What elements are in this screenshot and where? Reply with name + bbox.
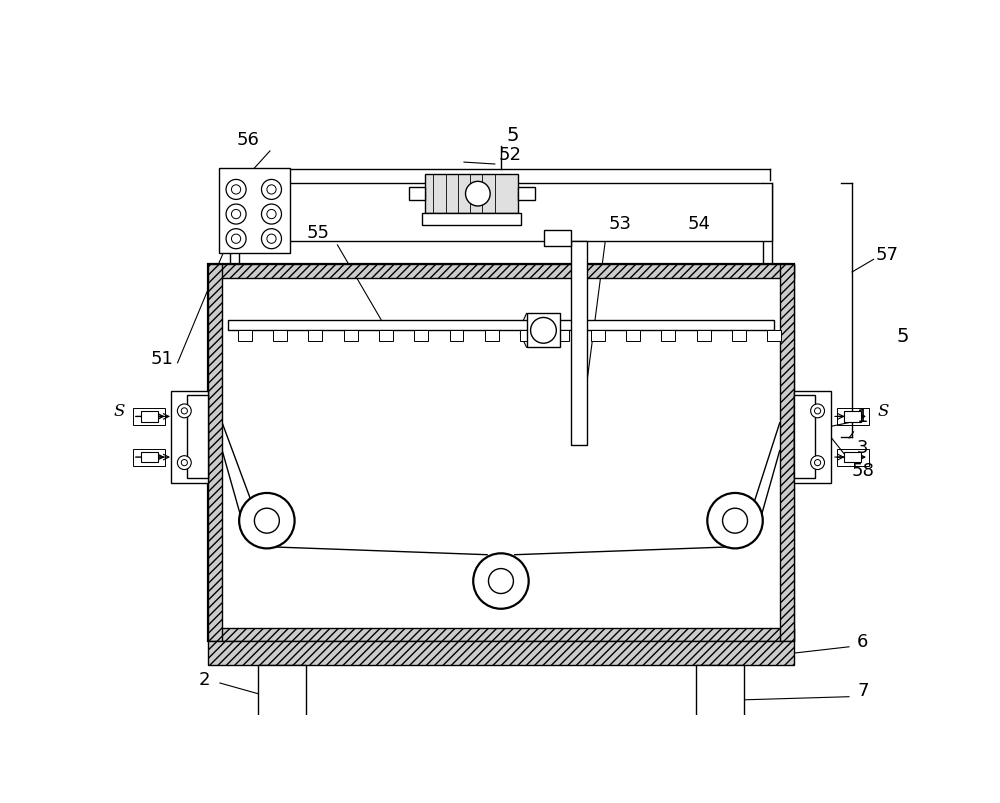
Bar — [571, 242, 587, 446]
Text: 5: 5 — [897, 327, 909, 345]
Bar — [208, 265, 222, 642]
Bar — [450, 331, 463, 342]
Bar — [273, 331, 287, 342]
Bar — [208, 642, 794, 665]
Bar — [414, 331, 428, 342]
Bar — [230, 184, 772, 242]
Circle shape — [261, 230, 282, 250]
Circle shape — [811, 405, 825, 418]
Circle shape — [231, 185, 241, 195]
Circle shape — [181, 408, 187, 414]
Bar — [133, 409, 165, 426]
Circle shape — [723, 508, 748, 533]
Bar — [696, 665, 744, 724]
Bar — [141, 452, 158, 463]
Bar — [133, 449, 165, 466]
Bar — [241, 737, 323, 742]
Bar — [141, 411, 158, 422]
Bar — [661, 331, 675, 342]
Text: 6: 6 — [857, 632, 869, 650]
Text: 55: 55 — [306, 223, 329, 242]
Circle shape — [231, 234, 241, 244]
Bar — [238, 331, 252, 342]
Bar — [485, 331, 499, 342]
Text: 51: 51 — [151, 350, 174, 368]
Text: 54: 54 — [687, 214, 710, 232]
Text: 1: 1 — [857, 408, 869, 426]
Text: 5: 5 — [506, 126, 519, 145]
Circle shape — [267, 185, 276, 195]
Bar — [208, 265, 794, 642]
Circle shape — [531, 318, 556, 344]
Circle shape — [466, 182, 490, 206]
Bar — [555, 331, 569, 342]
Bar — [685, 724, 754, 737]
Bar — [780, 265, 794, 642]
Bar — [187, 396, 208, 479]
Circle shape — [231, 210, 241, 219]
Bar — [208, 265, 794, 279]
Circle shape — [473, 553, 529, 609]
Bar — [794, 391, 831, 483]
Bar — [422, 214, 521, 226]
Bar — [837, 449, 869, 466]
Bar — [544, 231, 571, 247]
Text: S: S — [877, 402, 889, 419]
Text: 52: 52 — [499, 146, 522, 164]
Bar — [379, 331, 393, 342]
Bar — [767, 331, 781, 342]
Text: 56: 56 — [237, 130, 260, 149]
Circle shape — [267, 210, 276, 219]
Circle shape — [177, 405, 191, 418]
Bar — [527, 314, 560, 348]
Circle shape — [707, 493, 763, 548]
Circle shape — [226, 180, 246, 200]
Circle shape — [811, 456, 825, 470]
Bar — [732, 331, 746, 342]
Circle shape — [226, 205, 246, 225]
Circle shape — [177, 456, 191, 470]
Circle shape — [261, 180, 282, 200]
Text: 53: 53 — [609, 214, 632, 232]
Bar — [425, 175, 518, 214]
Text: S: S — [113, 402, 125, 419]
Bar — [697, 331, 711, 342]
Text: 2: 2 — [199, 671, 210, 688]
Bar — [626, 331, 640, 342]
Text: 3: 3 — [857, 438, 869, 457]
Circle shape — [267, 234, 276, 244]
Bar — [518, 188, 535, 201]
Text: 58: 58 — [851, 462, 874, 479]
Bar — [844, 411, 861, 422]
Bar — [228, 320, 774, 331]
Bar — [679, 737, 760, 742]
Bar — [409, 188, 425, 201]
Circle shape — [239, 493, 295, 548]
Bar — [837, 409, 869, 426]
Bar — [308, 331, 322, 342]
Text: 57: 57 — [876, 246, 899, 264]
Text: 7: 7 — [857, 681, 869, 699]
Circle shape — [814, 460, 821, 466]
Bar — [219, 169, 290, 253]
Bar — [171, 391, 208, 483]
Bar — [591, 331, 605, 342]
Bar — [258, 665, 306, 724]
Bar — [794, 396, 815, 479]
Circle shape — [181, 460, 187, 466]
Circle shape — [488, 569, 513, 593]
Circle shape — [254, 508, 279, 533]
Bar — [520, 331, 534, 342]
Bar — [344, 331, 358, 342]
Bar — [844, 452, 861, 463]
Bar — [248, 724, 317, 737]
Circle shape — [261, 205, 282, 225]
Circle shape — [226, 230, 246, 250]
Circle shape — [814, 408, 821, 414]
Bar — [208, 628, 794, 642]
